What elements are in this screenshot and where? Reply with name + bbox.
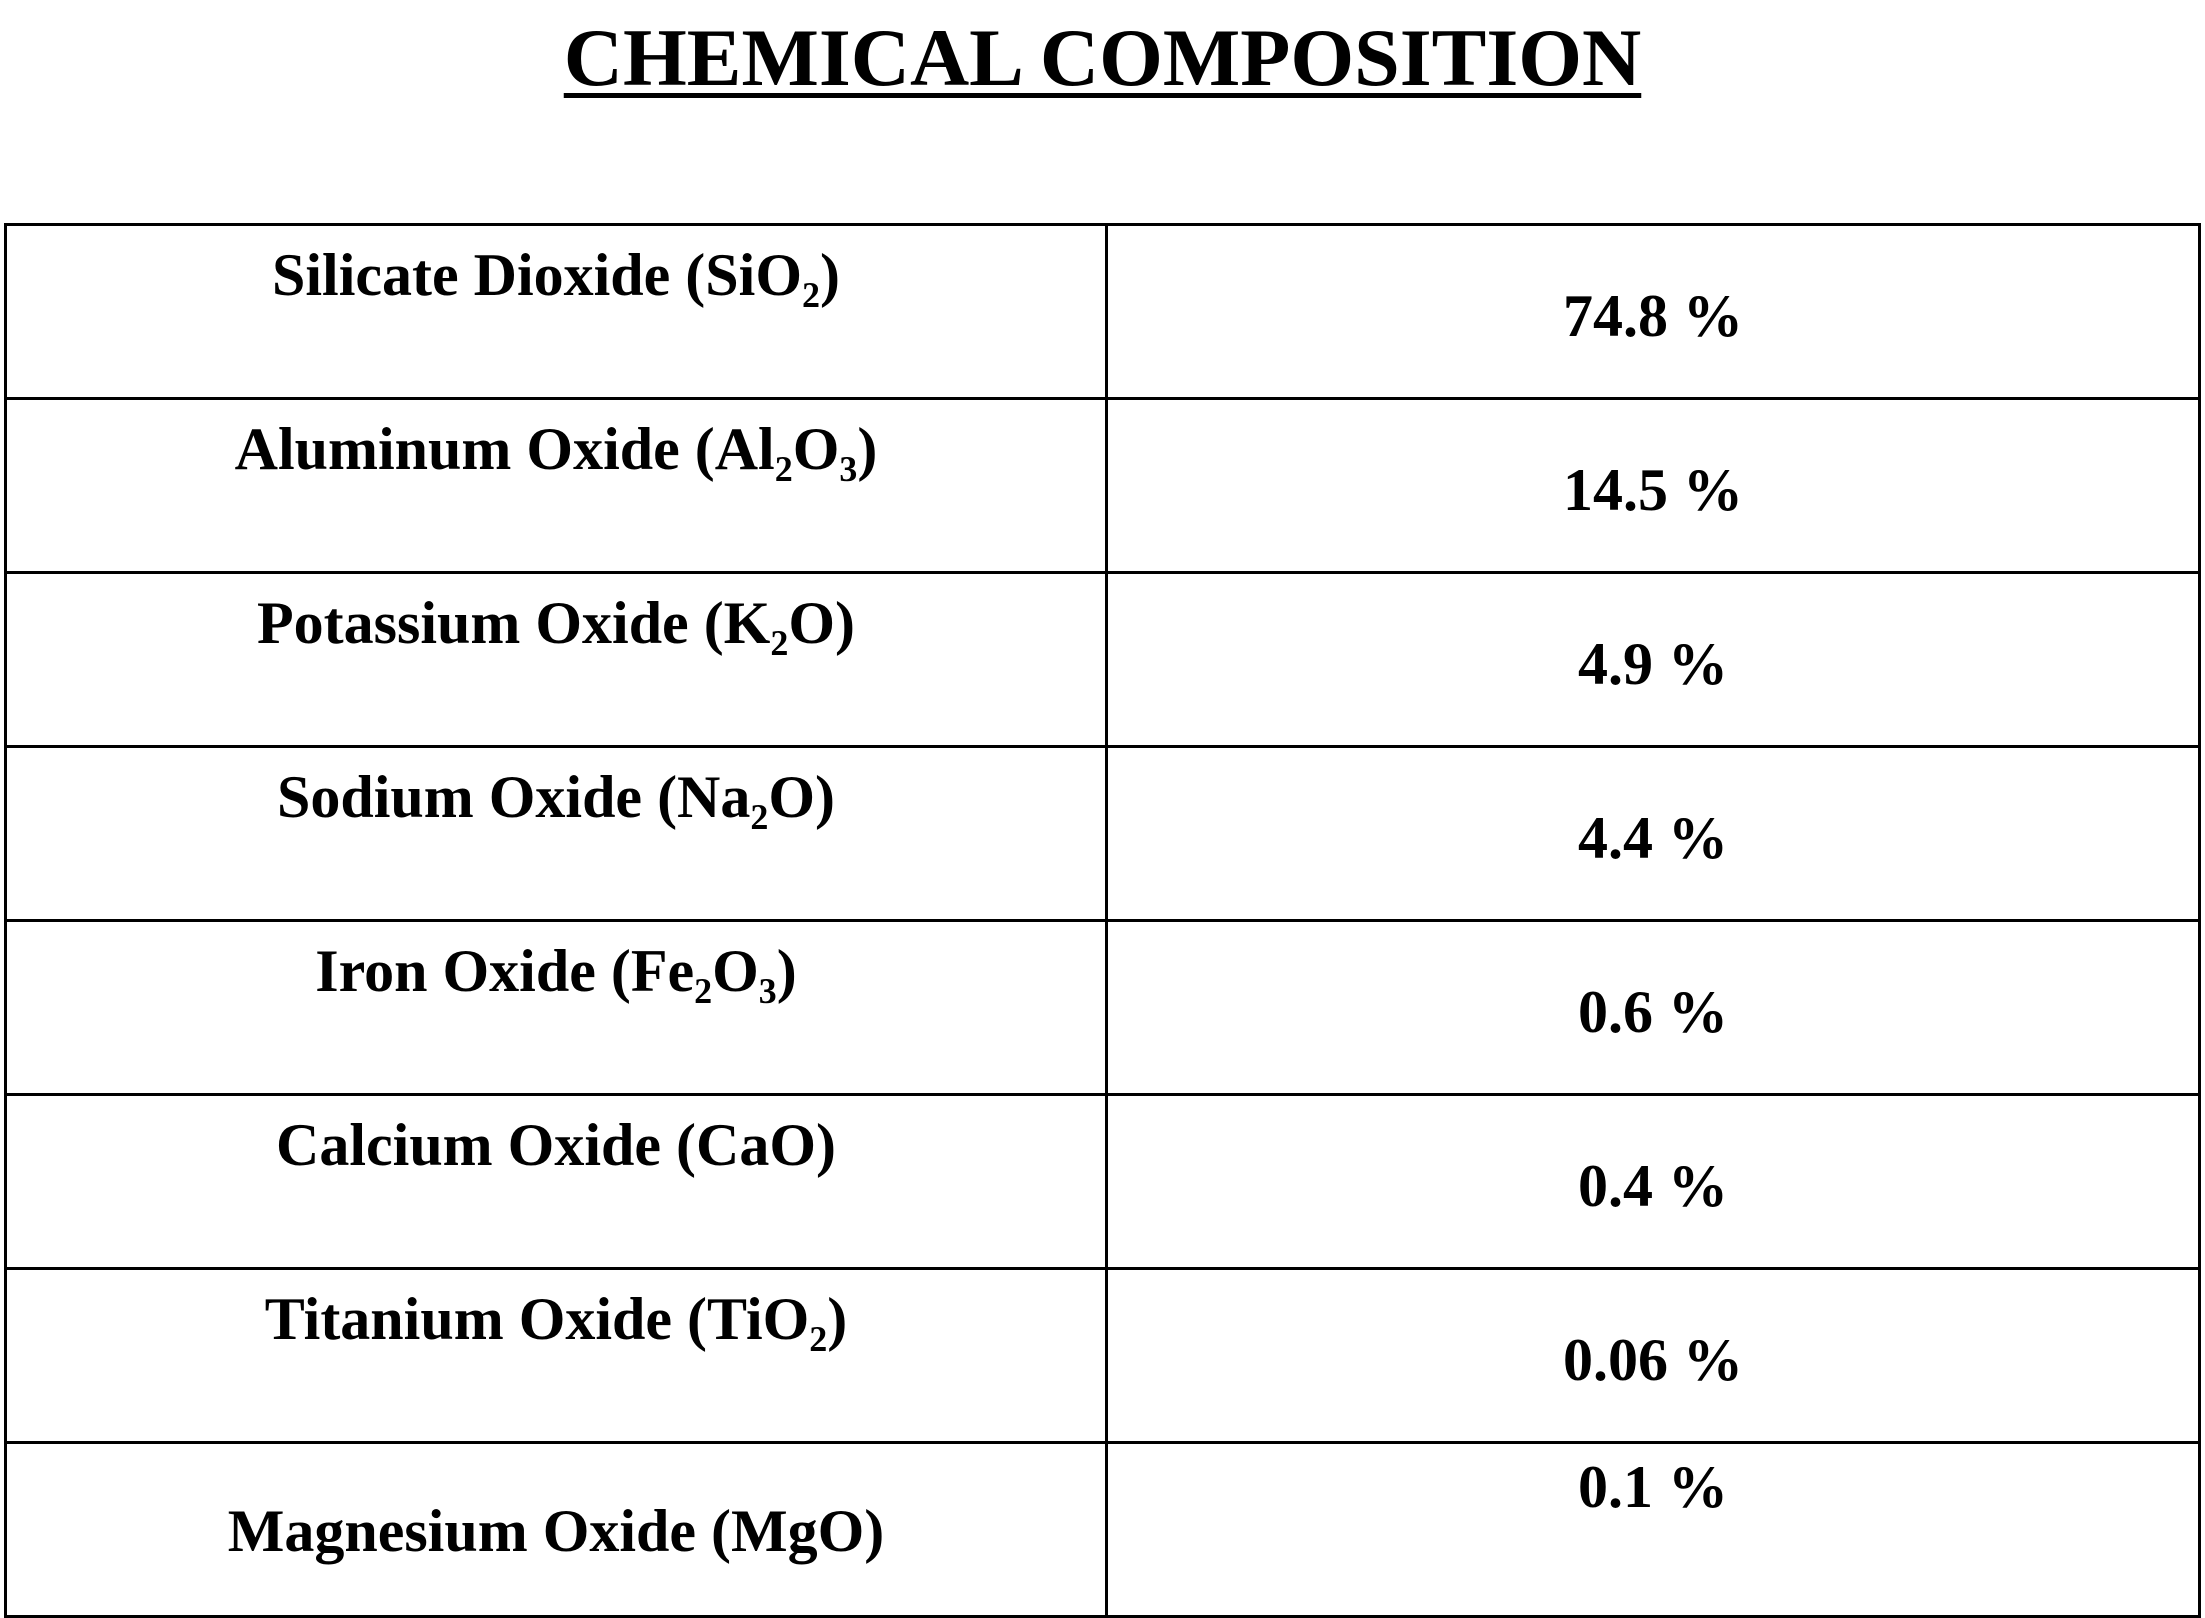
percentage: 0.1 % [1578,1454,1728,1520]
percentage: 74.8 % [1563,283,1743,349]
table-cell: Sodium Oxide (Na₂O) [4,745,1108,922]
table-cell: Titanium Oxide (TiO₂) [4,1267,1108,1444]
oxide-name: Sodium Oxide (Na₂O) [276,764,836,830]
table-cell: Magnesium Oxide (MgO) [4,1441,1108,1618]
percentage: 0.06 % [1563,1327,1743,1393]
table-cell: Aluminum Oxide (Al₂O₃) [4,397,1108,574]
table-cell: Potassium Oxide (K₂O) [4,571,1108,748]
table-row: Iron Oxide (Fe₂O₃) 0.6 % [4,919,2201,1096]
oxide-name: Aluminum Oxide (Al₂O₃) [234,416,878,482]
table-row: Titanium Oxide (TiO₂) 0.06 % [4,1267,2201,1444]
table-cell: 4.9 % [1105,571,2201,748]
table-cell: 74.8 % [1105,223,2201,400]
table-row: Aluminum Oxide (Al₂O₃) 14.5 % [4,397,2201,574]
percentage: 4.9 % [1578,631,1728,697]
percentage: 14.5 % [1563,457,1743,523]
title: CHEMICAL COMPOSITION [563,12,1642,103]
table-cell: Iron Oxide (Fe₂O₃) [4,919,1108,1096]
oxide-name: Silicate Dioxide (SiO₂) [272,242,840,308]
percentage: 0.4 % [1578,1153,1728,1219]
table-row: Sodium Oxide (Na₂O) 4.4 % [4,745,2201,922]
table-cell: 0.1 % [1105,1441,2201,1618]
table-row: Silicate Dioxide (SiO₂) 74.8 % [4,223,2201,400]
table-cell: Calcium Oxide (CaO) [4,1093,1108,1270]
composition-table: Silicate Dioxide (SiO₂) 74.8 % Aluminum Ox… [4,223,2201,1618]
table-row: Magnesium Oxide (MgO) 0.1 % [4,1441,2201,1618]
table-cell: 4.4 % [1105,745,2201,922]
oxide-name: Magnesium Oxide (MgO) [227,1498,885,1564]
table-row: Calcium Oxide (CaO) 0.4 % [4,1093,2201,1270]
table-cell: 14.5 % [1105,397,2201,574]
oxide-name: Titanium Oxide (TiO₂) [264,1286,848,1352]
oxide-name: Potassium Oxide (K₂O) [257,590,855,656]
table-cell: Silicate Dioxide (SiO₂) [4,223,1108,400]
percentage: 4.4 % [1578,805,1728,871]
percentage: 0.6 % [1578,979,1728,1045]
table-cell: 0.4 % [1105,1093,2201,1270]
table-cell: 0.6 % [1105,919,2201,1096]
oxide-name: Calcium Oxide (CaO) [276,1112,836,1178]
table-row: Potassium Oxide (K₂O) 4.9 % [4,571,2201,748]
oxide-name: Iron Oxide (Fe₂O₃) [315,938,797,1004]
table-cell: 0.06 % [1105,1267,2201,1444]
